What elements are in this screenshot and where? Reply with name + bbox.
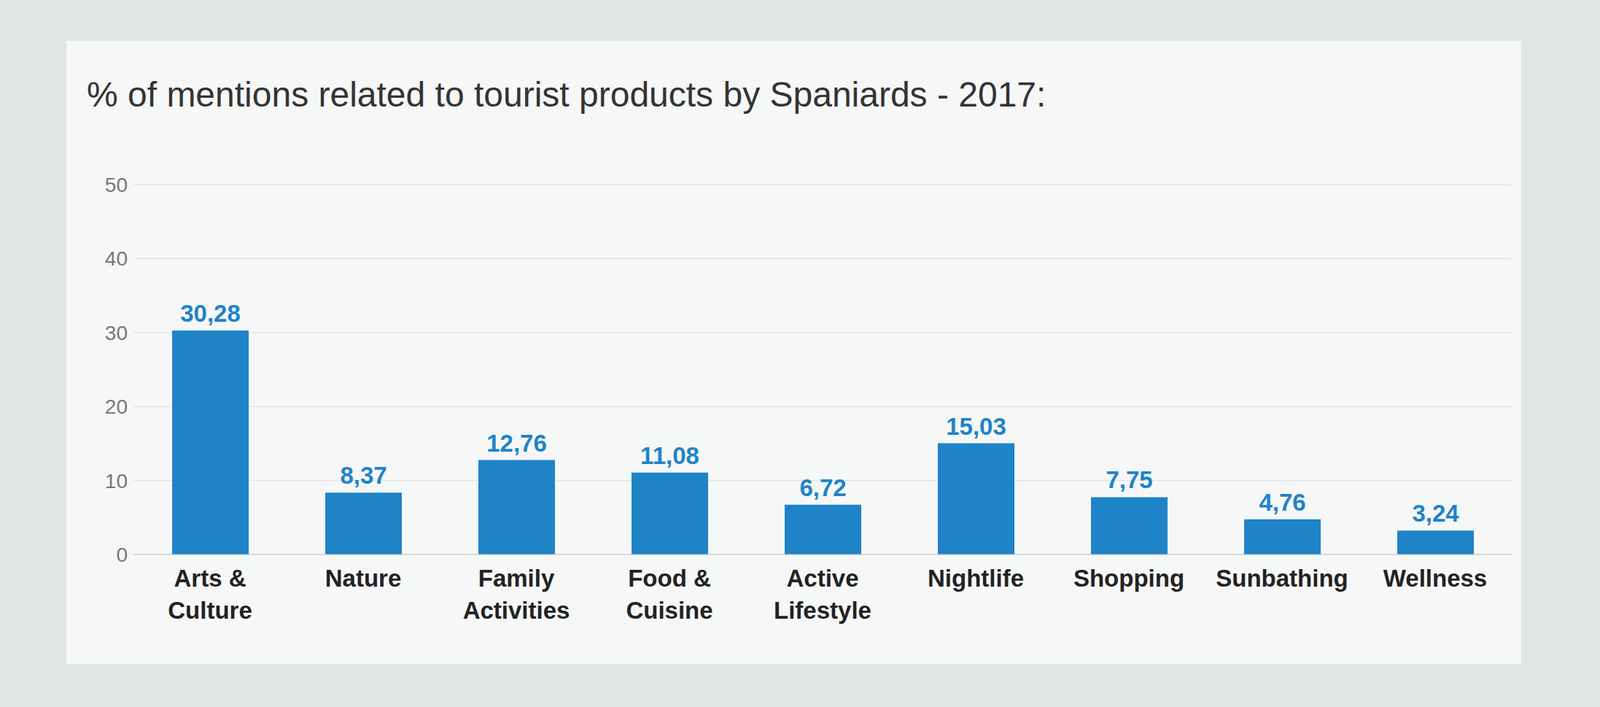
svg-text:FamilyActivities: FamilyActivities bbox=[463, 564, 571, 624]
svg-text:30,28: 30,28 bbox=[180, 299, 241, 327]
svg-text:Arts &Culture: Arts &Culture bbox=[167, 564, 253, 624]
svg-text:Food &Cuisine: Food &Cuisine bbox=[625, 564, 713, 624]
svg-text:ActiveLifestyle: ActiveLifestyle bbox=[773, 564, 872, 624]
svg-text:15,03: 15,03 bbox=[945, 412, 1007, 440]
svg-text:4,76: 4,76 bbox=[1258, 488, 1306, 516]
svg-text:20: 20 bbox=[105, 395, 128, 418]
svg-text:Sunbathing: Sunbathing bbox=[1215, 564, 1348, 592]
svg-text:12,76: 12,76 bbox=[486, 429, 547, 457]
html-text:% of mentions related to touri: % of mentions related to tourist product… bbox=[86, 75, 1047, 114]
svg-text:7,75: 7,75 bbox=[1105, 465, 1153, 493]
svg-text:30: 30 bbox=[105, 321, 128, 345]
svg-text:6,72: 6,72 bbox=[799, 474, 846, 502]
svg-text:Nature: Nature bbox=[325, 564, 402, 592]
svg-text:Wellness: Wellness bbox=[1383, 564, 1487, 592]
svg-text:8,37: 8,37 bbox=[339, 461, 387, 489]
svg-text:11,08: 11,08 bbox=[640, 441, 700, 469]
svg-text:10: 10 bbox=[105, 469, 128, 493]
svg-text:3,24: 3,24 bbox=[1411, 499, 1460, 527]
svg-text:Shopping: Shopping bbox=[1073, 564, 1185, 592]
svg-text:0: 0 bbox=[115, 543, 128, 566]
svg-text:50: 50 bbox=[105, 173, 128, 197]
svg-text:Nightlife: Nightlife bbox=[927, 564, 1024, 592]
svg-text:40: 40 bbox=[105, 247, 128, 270]
